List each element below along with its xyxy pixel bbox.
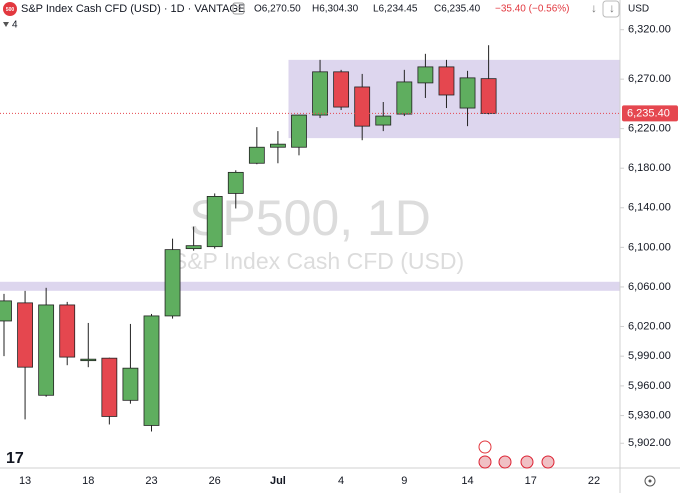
x-tick-label: Jul [270,475,286,487]
arrow-icon[interactable]: ↓ [609,1,615,15]
candle-body [17,302,33,368]
y-tick-label: 5,930.00 [628,409,671,421]
event-icon[interactable] [478,455,492,469]
badge-text: 500 [6,7,15,13]
price-axis: 6,320.00 6,270.00 6,220.00 6,180.00 6,140.00… [620,24,671,449]
watermark-subtitle: S&P Index Cash CFD (USD) [172,248,464,274]
x-tick-label: 22 [588,475,600,487]
last-price-box [622,105,678,122]
candle-body [375,115,392,126]
candle-body [122,367,139,401]
x-tick-label: 18 [82,475,94,487]
candle-body [291,114,307,148]
currency: USD [628,4,649,15]
candle-body [38,304,55,396]
candle-body [333,71,350,108]
zone [0,281,620,291]
y-tick-label: 6,100.00 [628,241,671,253]
x-tick-label: 4 [338,475,344,487]
tv-logo: 17 [6,450,24,467]
ohlc-value: H6,304.30 [312,4,359,15]
y-tick-label: 6,060.00 [628,281,671,293]
candle-body [248,146,265,164]
candle-body [354,86,371,127]
y-tick-label: 6,020.00 [628,320,671,332]
ohlc-header: O6,270.50 H6,304.30 L6,234.45 C6,235.40 −35.… [254,4,570,15]
candle-body [185,245,202,250]
symbol-badge [3,2,17,16]
event-icon[interactable] [478,440,492,454]
y-tick-label: 6,180.00 [628,162,671,174]
event-icon[interactable] [541,455,555,469]
symbol-title: S&P Index Cash CFD (USD) · 1D · VANTAGE [21,3,245,15]
x-tick-label: 14 [461,475,473,487]
settings-icon[interactable] [644,475,656,487]
settings-icon-dot [648,479,652,483]
event-icon[interactable] [520,455,534,469]
y-tick-label: 6,270.00 [628,73,671,85]
candle-body [227,171,244,194]
y-tick-label: 6,140.00 [628,202,671,214]
candle-body [417,66,434,84]
icon-frame [602,0,620,18]
arrow-icon[interactable]: ↓ [591,1,597,15]
candle-body [80,358,97,362]
last-price-label: 6,235.40 [627,107,670,119]
x-tick-label: 17 [525,475,537,487]
watermark: SP500, 1D [189,190,431,246]
x-tick-label: 23 [145,475,157,487]
ohlc-value: L6,234.45 [373,4,418,15]
toggle-icon[interactable] [232,2,245,15]
ohlc-value: O6,270.50 [254,4,301,15]
candle-body [0,300,12,322]
candle-body [164,249,181,317]
y-tick-label: 6,220.00 [628,123,671,135]
candle-body [459,77,476,109]
collapse-arrow[interactable] [3,22,9,27]
candle-body [396,81,413,115]
candle-body [206,196,223,248]
y-tick-label: 6,320.00 [628,24,671,36]
candle-body [312,71,328,116]
candle-body [101,357,118,417]
candle-body [143,315,160,426]
x-tick-label: 9 [401,475,407,487]
candle-body [480,78,497,114]
x-tick-label: 26 [209,475,221,487]
candle-body [270,143,286,148]
x-tick-label: 13 [19,475,31,487]
candles [0,45,497,432]
indicator-count[interactable]: 4 [12,20,18,31]
ohlc-value: C6,235.40 [434,4,481,15]
event-icon[interactable] [498,455,512,469]
y-tick-label: 5,960.00 [628,380,671,392]
candle-body [438,66,455,96]
candle-body [59,304,76,358]
ohlc-value: −35.40 (−0.56%) [495,4,570,15]
y-tick-label: 5,902.00 [628,437,671,449]
y-tick-label: 5,990.00 [628,350,671,362]
